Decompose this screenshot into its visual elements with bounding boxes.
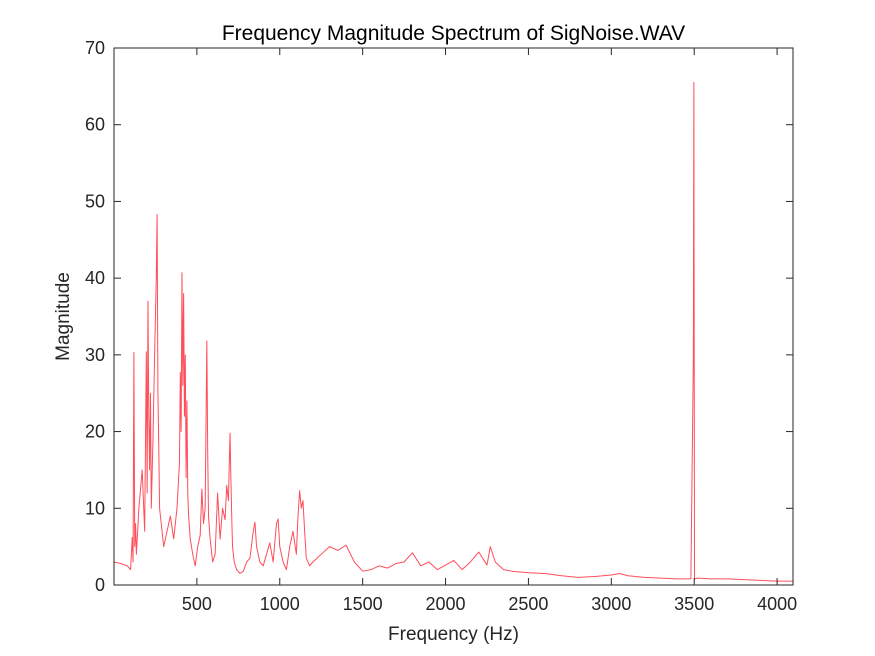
- y-tick-label: 30: [85, 345, 105, 365]
- ticks-layer: 500 1000 1500 2000 2500 3000 3500 4000 0 10 20 30 40…: [85, 38, 797, 614]
- y-tick-label: 0: [95, 575, 105, 595]
- x-tick-label: 1500: [343, 594, 383, 614]
- x-tick-label: 3500: [674, 594, 714, 614]
- x-tick-label: 4000: [757, 594, 797, 614]
- x-tick-label: 3000: [591, 594, 631, 614]
- y-tick-label: 50: [85, 191, 105, 211]
- y-tick-label: 20: [85, 422, 105, 442]
- y-tick-label: 70: [85, 38, 105, 58]
- y-tick-label: 40: [85, 268, 105, 288]
- x-tick-label: 2500: [508, 594, 548, 614]
- x-tick-label: 1000: [260, 594, 300, 614]
- series-line-magnitude: [114, 82, 793, 582]
- x-axis-label: Frequency (Hz): [388, 624, 519, 645]
- chart-title: Frequency Magnitude Spectrum of SigNoise…: [222, 22, 685, 45]
- y-tick-label: 10: [85, 498, 105, 518]
- plot-area: [114, 48, 793, 585]
- y-tick-label: 60: [85, 115, 105, 135]
- y-axis-label: Magnitude: [53, 272, 74, 361]
- plot-frame: [113, 47, 794, 586]
- series-layer: [114, 82, 793, 582]
- x-tick-label: 500: [182, 594, 212, 614]
- x-tick-label: 2000: [426, 594, 466, 614]
